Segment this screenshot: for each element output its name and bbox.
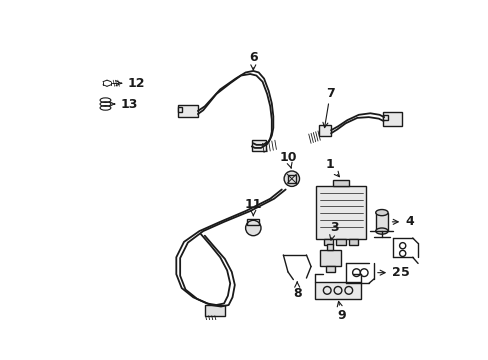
Bar — [318, 125, 330, 136]
Text: 13: 13 — [109, 98, 138, 111]
Bar — [375, 213, 387, 231]
Bar — [246, 219, 259, 225]
Text: 6: 6 — [248, 50, 257, 70]
Text: 9: 9 — [337, 301, 346, 322]
Text: 1: 1 — [325, 158, 339, 177]
Bar — [287, 175, 295, 183]
Ellipse shape — [375, 210, 387, 216]
Text: 7: 7 — [322, 87, 334, 127]
Text: 8: 8 — [292, 282, 301, 300]
Text: 10: 10 — [279, 150, 296, 168]
Ellipse shape — [375, 228, 387, 234]
Bar — [178, 107, 182, 112]
Text: 5: 5 — [401, 266, 409, 279]
Bar — [383, 112, 401, 126]
Circle shape — [284, 171, 299, 186]
Bar — [251, 140, 265, 151]
Circle shape — [245, 220, 261, 236]
Bar — [383, 115, 387, 120]
Bar — [325, 266, 334, 272]
Text: 12: 12 — [116, 77, 145, 90]
Text: 4: 4 — [391, 215, 413, 228]
Bar — [326, 244, 333, 250]
Bar — [204, 305, 224, 316]
Bar — [316, 186, 366, 239]
Text: 3: 3 — [329, 221, 338, 240]
Bar — [314, 282, 360, 299]
Bar — [333, 180, 348, 186]
Bar — [348, 239, 357, 245]
Bar — [324, 239, 333, 245]
Bar — [178, 105, 198, 117]
Bar — [336, 239, 345, 245]
Bar — [319, 250, 341, 266]
Text: 2: 2 — [377, 266, 400, 279]
Text: 11: 11 — [244, 198, 262, 216]
